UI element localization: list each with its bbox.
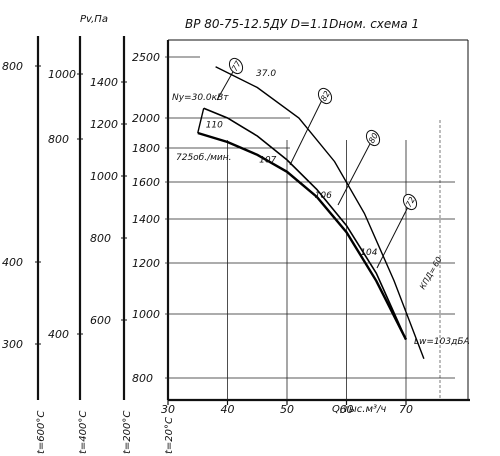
temperature-tick-label: 400 xyxy=(48,328,69,341)
x-tick-label: 70 xyxy=(399,403,413,416)
y-tick-label: 1200 xyxy=(132,257,160,270)
power-point-label: 107 xyxy=(259,155,276,165)
efficiency-value-label: 80 xyxy=(367,132,380,145)
curves xyxy=(197,66,425,360)
t400-label: t=400°C xyxy=(78,411,89,454)
temperature-tick-label: 800 xyxy=(48,133,69,146)
temperature-tick-label: 1000 xyxy=(90,170,118,183)
efficiency-marker xyxy=(228,57,244,75)
x-axis-label: Q,тыс.м³/ч xyxy=(332,404,386,415)
efficiency-marker xyxy=(402,193,418,211)
y-tick-label: 1800 xyxy=(132,142,160,155)
t20-label-text: t=20°C xyxy=(164,417,175,454)
grid xyxy=(165,56,455,405)
efficiency-end-value: 60 xyxy=(431,255,444,268)
top-efficiency-label: 37.0 xyxy=(256,69,276,79)
temperature-tick-label: 1000 xyxy=(48,68,76,81)
t200-label: t=200°C xyxy=(122,411,133,454)
t600-label: t=600°C xyxy=(36,411,47,454)
power-point-label: 106 xyxy=(315,191,332,201)
temperature-tick-label: 1400 xyxy=(90,76,118,89)
noise-label: Lw=103дБА xyxy=(414,337,470,347)
power-label: Ny=30.0кВт xyxy=(172,93,229,103)
y-tick-label: 2500 xyxy=(132,51,160,64)
efficiency-marker xyxy=(317,87,333,105)
temperature-tick-label: 800 xyxy=(2,60,23,73)
x-tick-label: 30 xyxy=(161,403,175,416)
temperature-tick-label: 600 xyxy=(90,314,111,327)
x-tick-label: 50 xyxy=(280,403,294,416)
power-point-label: 110 xyxy=(206,121,223,131)
t200-label-text: t=200°C xyxy=(122,411,133,454)
pressure-unit-label: Pv,Па xyxy=(80,14,108,25)
temperature-tick-label: 300 xyxy=(2,338,23,351)
efficiency-marker xyxy=(365,129,381,147)
t20-label: t=20°C xyxy=(164,417,175,454)
chart-title: ВР 80-75-12.5ДУ D=1.1Dном. схема 1 xyxy=(185,17,419,31)
efficiency-value-label: 82 xyxy=(319,90,332,103)
efficiency-envelope xyxy=(215,66,425,360)
x-tick-label: 40 xyxy=(221,403,235,416)
y-tick-label: 1000 xyxy=(132,308,160,321)
efficiency-prefix: КПД= xyxy=(418,265,438,291)
efficiency-line xyxy=(337,139,373,206)
y-tick-label: 2000 xyxy=(132,112,160,125)
x-tick-label: 60 xyxy=(340,403,354,416)
tick-labels: 30 40 50 60 70 800 1000 1200 1400 1600 1800 2000 250… xyxy=(132,51,413,416)
efficiency-line xyxy=(289,99,323,166)
temperature-tick-label: 1200 xyxy=(90,118,118,131)
curve-series-1 xyxy=(203,107,407,340)
t600-label-text: t=600°C xyxy=(36,411,47,454)
speed-label: 725об./мин. xyxy=(176,153,232,163)
efficiency-value-label: 72 xyxy=(404,196,417,209)
curve-left-cap xyxy=(197,108,205,134)
temperature-tick-labels: 800 400 300 1000 800 400 1400 1200 1000 800 600 xyxy=(2,60,127,351)
curve-series-0 xyxy=(197,131,408,341)
temperature-tick-label: 800 xyxy=(90,232,111,245)
y-tick-label: 1600 xyxy=(132,176,160,189)
temperature-tick-label: 400 xyxy=(2,256,23,269)
power-point-label: 104 xyxy=(360,248,377,258)
y-tick-label: 800 xyxy=(132,372,153,385)
t400-label-text: t=400°C xyxy=(78,411,89,454)
efficiency-line xyxy=(376,204,410,269)
y-tick-label: 1400 xyxy=(132,213,160,226)
power-point-labels: 110 107 106 104 xyxy=(206,121,378,258)
